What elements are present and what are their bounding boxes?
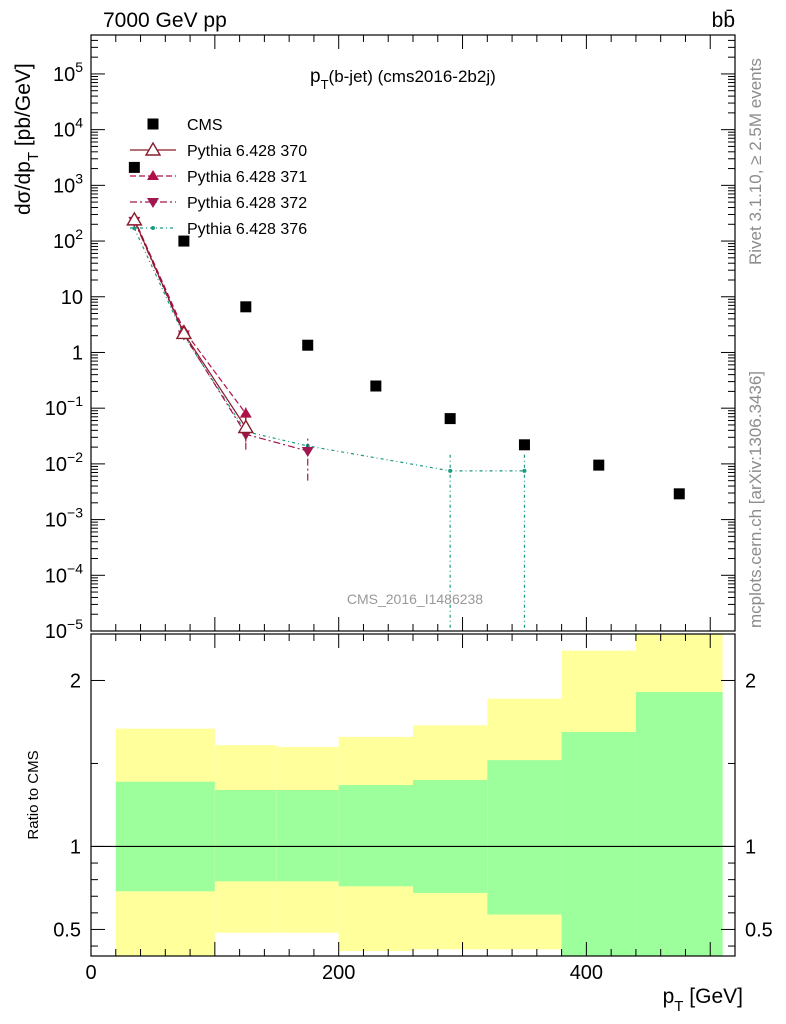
legend-entry-label: Pythia 6.428 371 — [187, 169, 307, 186]
pythia370-point — [144, 141, 162, 156]
cms-data-point — [518, 439, 530, 451]
ratio-band-inner — [214, 790, 277, 882]
y-tick-label-exponent: −3 — [67, 505, 83, 521]
cms-data-point — [593, 459, 605, 471]
y-tick-label: 1 — [72, 342, 83, 364]
y-tick-label-exponent: 3 — [75, 170, 83, 186]
y-tick-label: 102 — [53, 226, 83, 253]
y-tick-label-exponent: 5 — [75, 59, 83, 75]
mcplots-label: mcplots.cern.ch [arXiv:1306.3436] — [746, 371, 765, 628]
cms-data-point — [147, 118, 159, 130]
ratio-band-inner — [487, 760, 562, 915]
pythia370-point — [175, 325, 193, 340]
pythia376-point — [132, 226, 137, 231]
y-tick-label: 103 — [53, 170, 83, 197]
y-tick-label: 10−4 — [45, 560, 83, 587]
header-left-label: 7000 GeV pp — [103, 9, 227, 32]
analysis-watermark: CMS_2016_I1486238 — [347, 591, 483, 607]
ratio-band-inner — [561, 731, 636, 956]
cms-data-point — [178, 235, 190, 247]
pythia372-point — [301, 447, 314, 458]
ratio-band-inner — [413, 780, 488, 893]
pythia376-point — [448, 468, 453, 473]
ratio-y-tick-label-right: 0.5 — [745, 919, 773, 941]
x-tick-label: 400 — [570, 962, 603, 984]
y-tick-label-exponent: −2 — [67, 449, 83, 465]
ratio-panel: 0.5 0.5 1 1 2 2 0 200 400 Ratio to CMS pT [GeV] — [25, 633, 773, 1015]
ratio-y-tick-label-left: 1 — [70, 836, 81, 858]
y-tick-label: 10−2 — [45, 449, 83, 476]
series-line-3 — [133, 220, 308, 452]
series-line-1 — [133, 219, 247, 428]
ratio-band-inner — [276, 790, 339, 882]
cms-data-point — [673, 488, 685, 500]
y-tick-label-base: 10 — [53, 231, 75, 253]
x-tick-label: 200 — [322, 962, 355, 984]
y-tick-label-base: 10 — [53, 175, 75, 197]
y-tick-label: 105 — [53, 59, 83, 86]
ratio-y-tick-label-left: 0.5 — [53, 919, 81, 941]
legend-entry-label: Pythia 6.428 370 — [187, 143, 307, 160]
y-tick-label-base: 10 — [45, 510, 67, 532]
y-tick-label-base: 10 — [45, 398, 67, 420]
y-tick-label: 10 — [61, 287, 83, 309]
y-tick-label: 10−1 — [45, 393, 83, 420]
y-tick-label-base: 10 — [45, 565, 67, 587]
cms-data-point — [302, 339, 314, 351]
ratio-bands — [115, 634, 723, 956]
y-tick-label-base: 1 — [72, 342, 83, 364]
main-series-layer — [126, 161, 685, 631]
x-axis-label: pT [GeV] — [663, 985, 743, 1015]
ratio-band-inner — [115, 781, 215, 892]
ratio-plot-frame — [90, 633, 736, 957]
y-tick-label-base: 10 — [53, 120, 75, 142]
ratio-axis-ticks: 0.5 0.5 1 1 2 2 0 200 400 — [53, 634, 773, 984]
y-tick-label-base: 10 — [45, 454, 67, 476]
ratio-y-tick-label-right: 1 — [745, 836, 756, 858]
pythia376-point — [151, 226, 155, 230]
pythia370-point — [237, 419, 255, 434]
legend-entry-label: CMS — [187, 117, 223, 134]
y-tick-label: 10−5 — [45, 616, 83, 643]
y-tick-label-exponent: 2 — [75, 226, 83, 242]
ratio-y-axis-label: Ratio to CMS — [25, 750, 42, 839]
main-plot-frame — [90, 34, 736, 632]
y-tick-label: 10−3 — [45, 505, 83, 532]
y-tick-label: 104 — [53, 115, 83, 142]
legend-entry-label: Pythia 6.428 376 — [187, 221, 307, 238]
main-axis-ticks — [90, 34, 736, 632]
cms-data-point — [444, 413, 456, 425]
y-tick-label-exponent: −4 — [67, 560, 83, 576]
header-right-label: bb̄ — [712, 9, 735, 32]
rivet-label: Rivet 3.1.10, ≥ 2.5M events — [746, 58, 765, 265]
pythia372-point — [147, 198, 159, 208]
legend-entry-label: Pythia 6.428 372 — [187, 195, 307, 212]
cms-data-point — [370, 380, 382, 392]
series-line-2 — [133, 218, 247, 414]
pythia376-point — [522, 468, 527, 473]
main-title: pT(b-jet) (cms2016-2b2j) — [310, 66, 496, 92]
y-tick-label-exponent: −5 — [67, 616, 83, 632]
y-tick-label-exponent: −1 — [67, 393, 83, 409]
cms-data-point — [128, 161, 140, 173]
legend: CMS Pythia 6.428 370 Pythia 6.428 371 Pythi… — [130, 117, 307, 238]
y-tick-label-base: 10 — [61, 287, 83, 309]
main-y-axis-label: dσ/dpT [pb/GeV] — [12, 63, 42, 215]
pythia371-point — [147, 170, 159, 180]
pythia371-point — [239, 407, 252, 418]
cms-data-point — [240, 301, 252, 313]
ratio-y-tick-label-right: 2 — [745, 670, 756, 692]
ratio-y-tick-label-left: 2 — [70, 670, 81, 692]
x-tick-label: 0 — [85, 962, 96, 984]
ratio-band-inner — [338, 785, 413, 887]
y-tick-label-base: 10 — [53, 64, 75, 86]
y-tick-label-base: 10 — [45, 621, 67, 643]
ratio-band-inner — [635, 692, 723, 956]
pythia370-point — [126, 211, 143, 226]
y-tick-label-exponent: 4 — [75, 115, 83, 131]
